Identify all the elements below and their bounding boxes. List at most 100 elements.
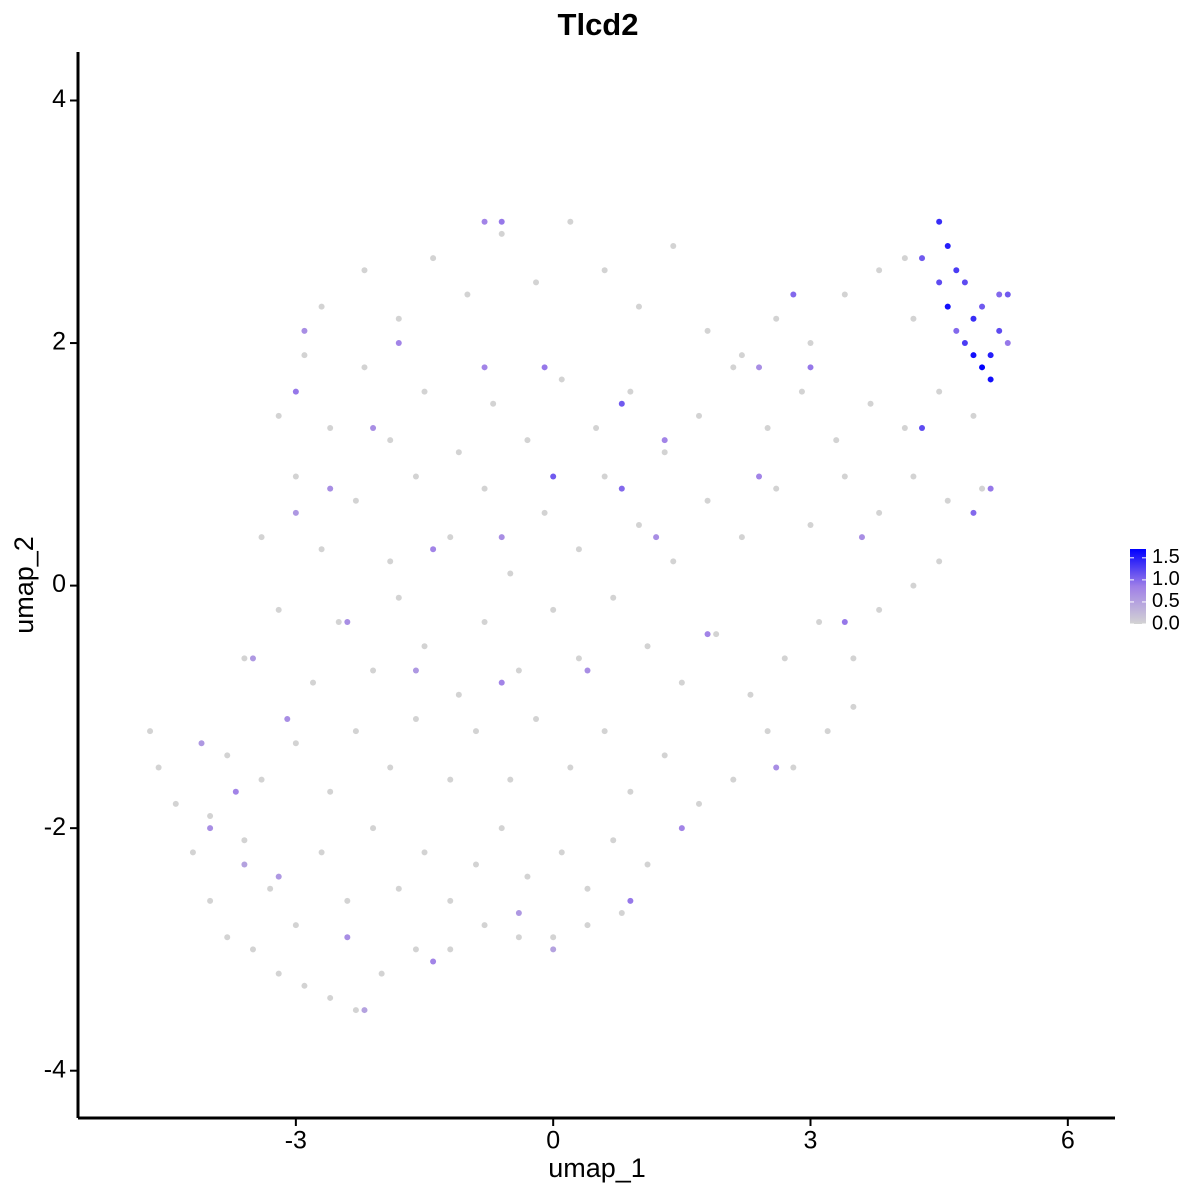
point [695, 412, 702, 419]
point [764, 728, 771, 735]
point [979, 364, 986, 371]
colorbar-label: 1.5 [1152, 546, 1180, 568]
point [344, 934, 351, 941]
point [515, 934, 522, 941]
point [550, 934, 557, 941]
point [901, 255, 908, 262]
point [575, 546, 582, 553]
point [318, 546, 325, 553]
point [292, 740, 299, 747]
point [678, 679, 685, 686]
point [610, 837, 617, 844]
point [807, 340, 814, 347]
point [301, 982, 308, 989]
point [515, 910, 522, 917]
point [412, 716, 419, 723]
point [275, 873, 282, 880]
point [987, 352, 994, 359]
point [498, 218, 505, 225]
point [207, 813, 214, 820]
point [249, 946, 256, 953]
point [738, 352, 745, 359]
point [361, 267, 368, 274]
point [901, 424, 908, 431]
point [919, 255, 926, 262]
y-axis-label: umap_2 [9, 536, 39, 634]
point [318, 303, 325, 310]
point [524, 873, 531, 880]
point [189, 849, 196, 856]
point [224, 934, 231, 941]
point [507, 570, 514, 577]
point [876, 606, 883, 613]
point [979, 485, 986, 492]
point [455, 449, 462, 456]
point [670, 558, 677, 565]
point [584, 667, 591, 674]
point [387, 558, 394, 565]
point [421, 643, 428, 650]
point [430, 255, 437, 262]
point [412, 667, 419, 674]
point [447, 534, 454, 541]
point [344, 618, 351, 625]
point [824, 728, 831, 735]
colorbar-label: 0.0 [1152, 612, 1180, 634]
point [490, 400, 497, 407]
point [558, 376, 565, 383]
point [370, 667, 377, 674]
point [575, 655, 582, 662]
point [653, 534, 660, 541]
point [241, 861, 248, 868]
point [292, 509, 299, 516]
point [533, 716, 540, 723]
point [249, 655, 256, 662]
point [310, 679, 317, 686]
point [327, 424, 334, 431]
point [258, 776, 265, 783]
point [352, 728, 359, 735]
point [919, 424, 926, 431]
point [584, 885, 591, 892]
point [996, 327, 1003, 334]
point [644, 861, 651, 868]
point [147, 728, 154, 735]
colorbar-label: 0.5 [1152, 590, 1180, 612]
point [481, 618, 488, 625]
point [370, 424, 377, 431]
point [207, 825, 214, 832]
point [704, 631, 711, 638]
point [241, 655, 248, 662]
point [790, 764, 797, 771]
x-tick-label: 3 [804, 1127, 818, 1155]
point [524, 437, 531, 444]
point [207, 897, 214, 904]
point [738, 534, 745, 541]
point [567, 764, 574, 771]
point [661, 752, 668, 759]
point [498, 825, 505, 832]
point [318, 849, 325, 856]
point [953, 267, 960, 274]
point [352, 497, 359, 504]
point [395, 315, 402, 322]
point [395, 594, 402, 601]
point [970, 509, 977, 516]
point [232, 788, 239, 795]
point [447, 897, 454, 904]
point [387, 437, 394, 444]
point [936, 279, 943, 286]
x-tick-label: 6 [1061, 1127, 1075, 1155]
point [472, 728, 479, 735]
y-tick-label: 0 [52, 570, 66, 598]
point [627, 788, 634, 795]
point [936, 218, 943, 225]
point [430, 958, 437, 965]
point [1004, 340, 1011, 347]
point [807, 521, 814, 528]
point [301, 352, 308, 359]
point [850, 655, 857, 662]
point [155, 764, 162, 771]
